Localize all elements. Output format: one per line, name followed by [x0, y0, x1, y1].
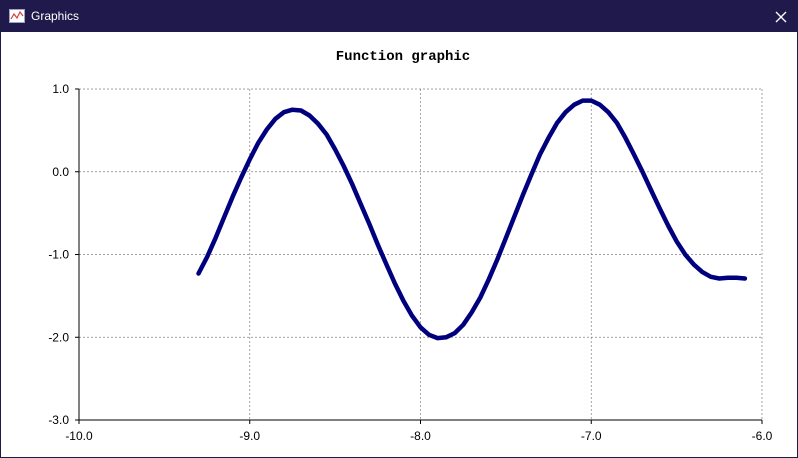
x-tick-label: -6.0	[752, 429, 773, 443]
y-tick-label: 1.0	[52, 82, 69, 96]
title-bar[interactable]: Graphics	[1, 1, 797, 32]
grid	[79, 88, 763, 420]
series	[196, 98, 748, 341]
tick-labels: -10.0 -9.0 -8.0 -7.0 -6.0 1.0 0.0 -1.0 -2.0 -3.0	[48, 82, 772, 443]
x-tick-label: -9.0	[239, 429, 260, 443]
close-icon[interactable]	[775, 11, 787, 23]
y-tick-label: -3.0	[48, 413, 69, 427]
x-tick-label: -10.0	[65, 429, 93, 443]
y-tick-label: -2.0	[48, 330, 69, 344]
y-tick-label: 0.0	[52, 165, 69, 179]
chart-line-icon	[9, 9, 25, 23]
x-tick-label: -7.0	[581, 429, 602, 443]
x-tick-label: -8.0	[410, 429, 431, 443]
function-chart: Function graphic -10.0 -9.0 -8.0 -7.0 -6.0 1.…	[48, 49, 772, 443]
window-title: Graphics	[31, 9, 80, 23]
series-line-0	[196, 98, 748, 341]
y-tick-label: -1.0	[48, 248, 69, 262]
close-button[interactable]	[765, 1, 797, 32]
chart-title: Function graphic	[336, 49, 470, 65]
axes	[75, 88, 763, 424]
